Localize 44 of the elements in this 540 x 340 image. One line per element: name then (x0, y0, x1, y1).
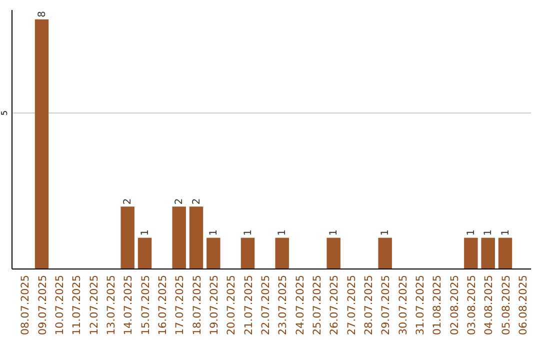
x-tick-label: 24.07.2025 (294, 275, 306, 336)
data-label: 1 (483, 229, 494, 236)
x-tick-label: 03.08.2025 (466, 275, 478, 336)
x-tick-label: 25.07.2025 (311, 275, 324, 336)
x-tick-label: 29.07.2025 (380, 275, 392, 336)
x-tick-label: 20.07.2025 (226, 275, 238, 336)
x-tick-label: 17.07.2025 (174, 275, 186, 336)
x-tick-label: 26.07.2025 (328, 275, 341, 336)
x-tick-label: 28.07.2025 (362, 275, 375, 336)
data-label: 1 (140, 229, 151, 236)
x-tick-label: 31.07.2025 (414, 275, 426, 336)
x-tick-label: 23.07.2025 (277, 275, 290, 336)
x-tick-label: 13.07.2025 (105, 275, 118, 336)
x-tick-label: 05.08.2025 (500, 275, 512, 336)
x-tick-label: 19.07.2025 (208, 275, 220, 336)
x-tick-label: 06.08.2025 (517, 275, 530, 336)
data-label: 1 (208, 229, 220, 236)
x-tick-label: 15.07.2025 (140, 275, 152, 336)
data-label: 1 (242, 229, 254, 236)
data-label: 2 (191, 198, 202, 205)
y-tick-label: 5 (0, 110, 9, 116)
x-tick-label: 12.07.2025 (88, 275, 100, 336)
x-tick-label: 27.07.2025 (346, 275, 358, 336)
data-label: 1 (380, 229, 392, 236)
x-tick-label: 11.07.2025 (71, 275, 84, 336)
x-tick-label: 02.08.2025 (448, 275, 461, 336)
x-tick-label: 18.07.2025 (191, 275, 204, 336)
x-tick-label: 22.07.2025 (260, 275, 272, 336)
x-tick-label: 30.07.2025 (397, 275, 410, 336)
data-label: 2 (122, 198, 134, 205)
data-label: 2 (174, 198, 186, 205)
data-label: 8 (36, 10, 48, 18)
x-tick-label: 04.08.2025 (483, 275, 496, 336)
x-tick-label: 16.07.2025 (156, 275, 169, 336)
data-label: 1 (500, 229, 512, 236)
x-tick-label: 08.07.2025 (20, 275, 32, 336)
x-tick-label: 14.07.2025 (122, 275, 135, 336)
x-tick-label: 21.07.2025 (242, 275, 255, 336)
x-tick-label: 09.07.2025 (36, 275, 49, 336)
data-label: 1 (466, 229, 477, 236)
x-tick-label: 01.08.2025 (432, 275, 444, 336)
data-label: 1 (328, 229, 340, 236)
x-tick-label: 10.07.2025 (54, 275, 66, 336)
data-label: 1 (277, 229, 288, 236)
